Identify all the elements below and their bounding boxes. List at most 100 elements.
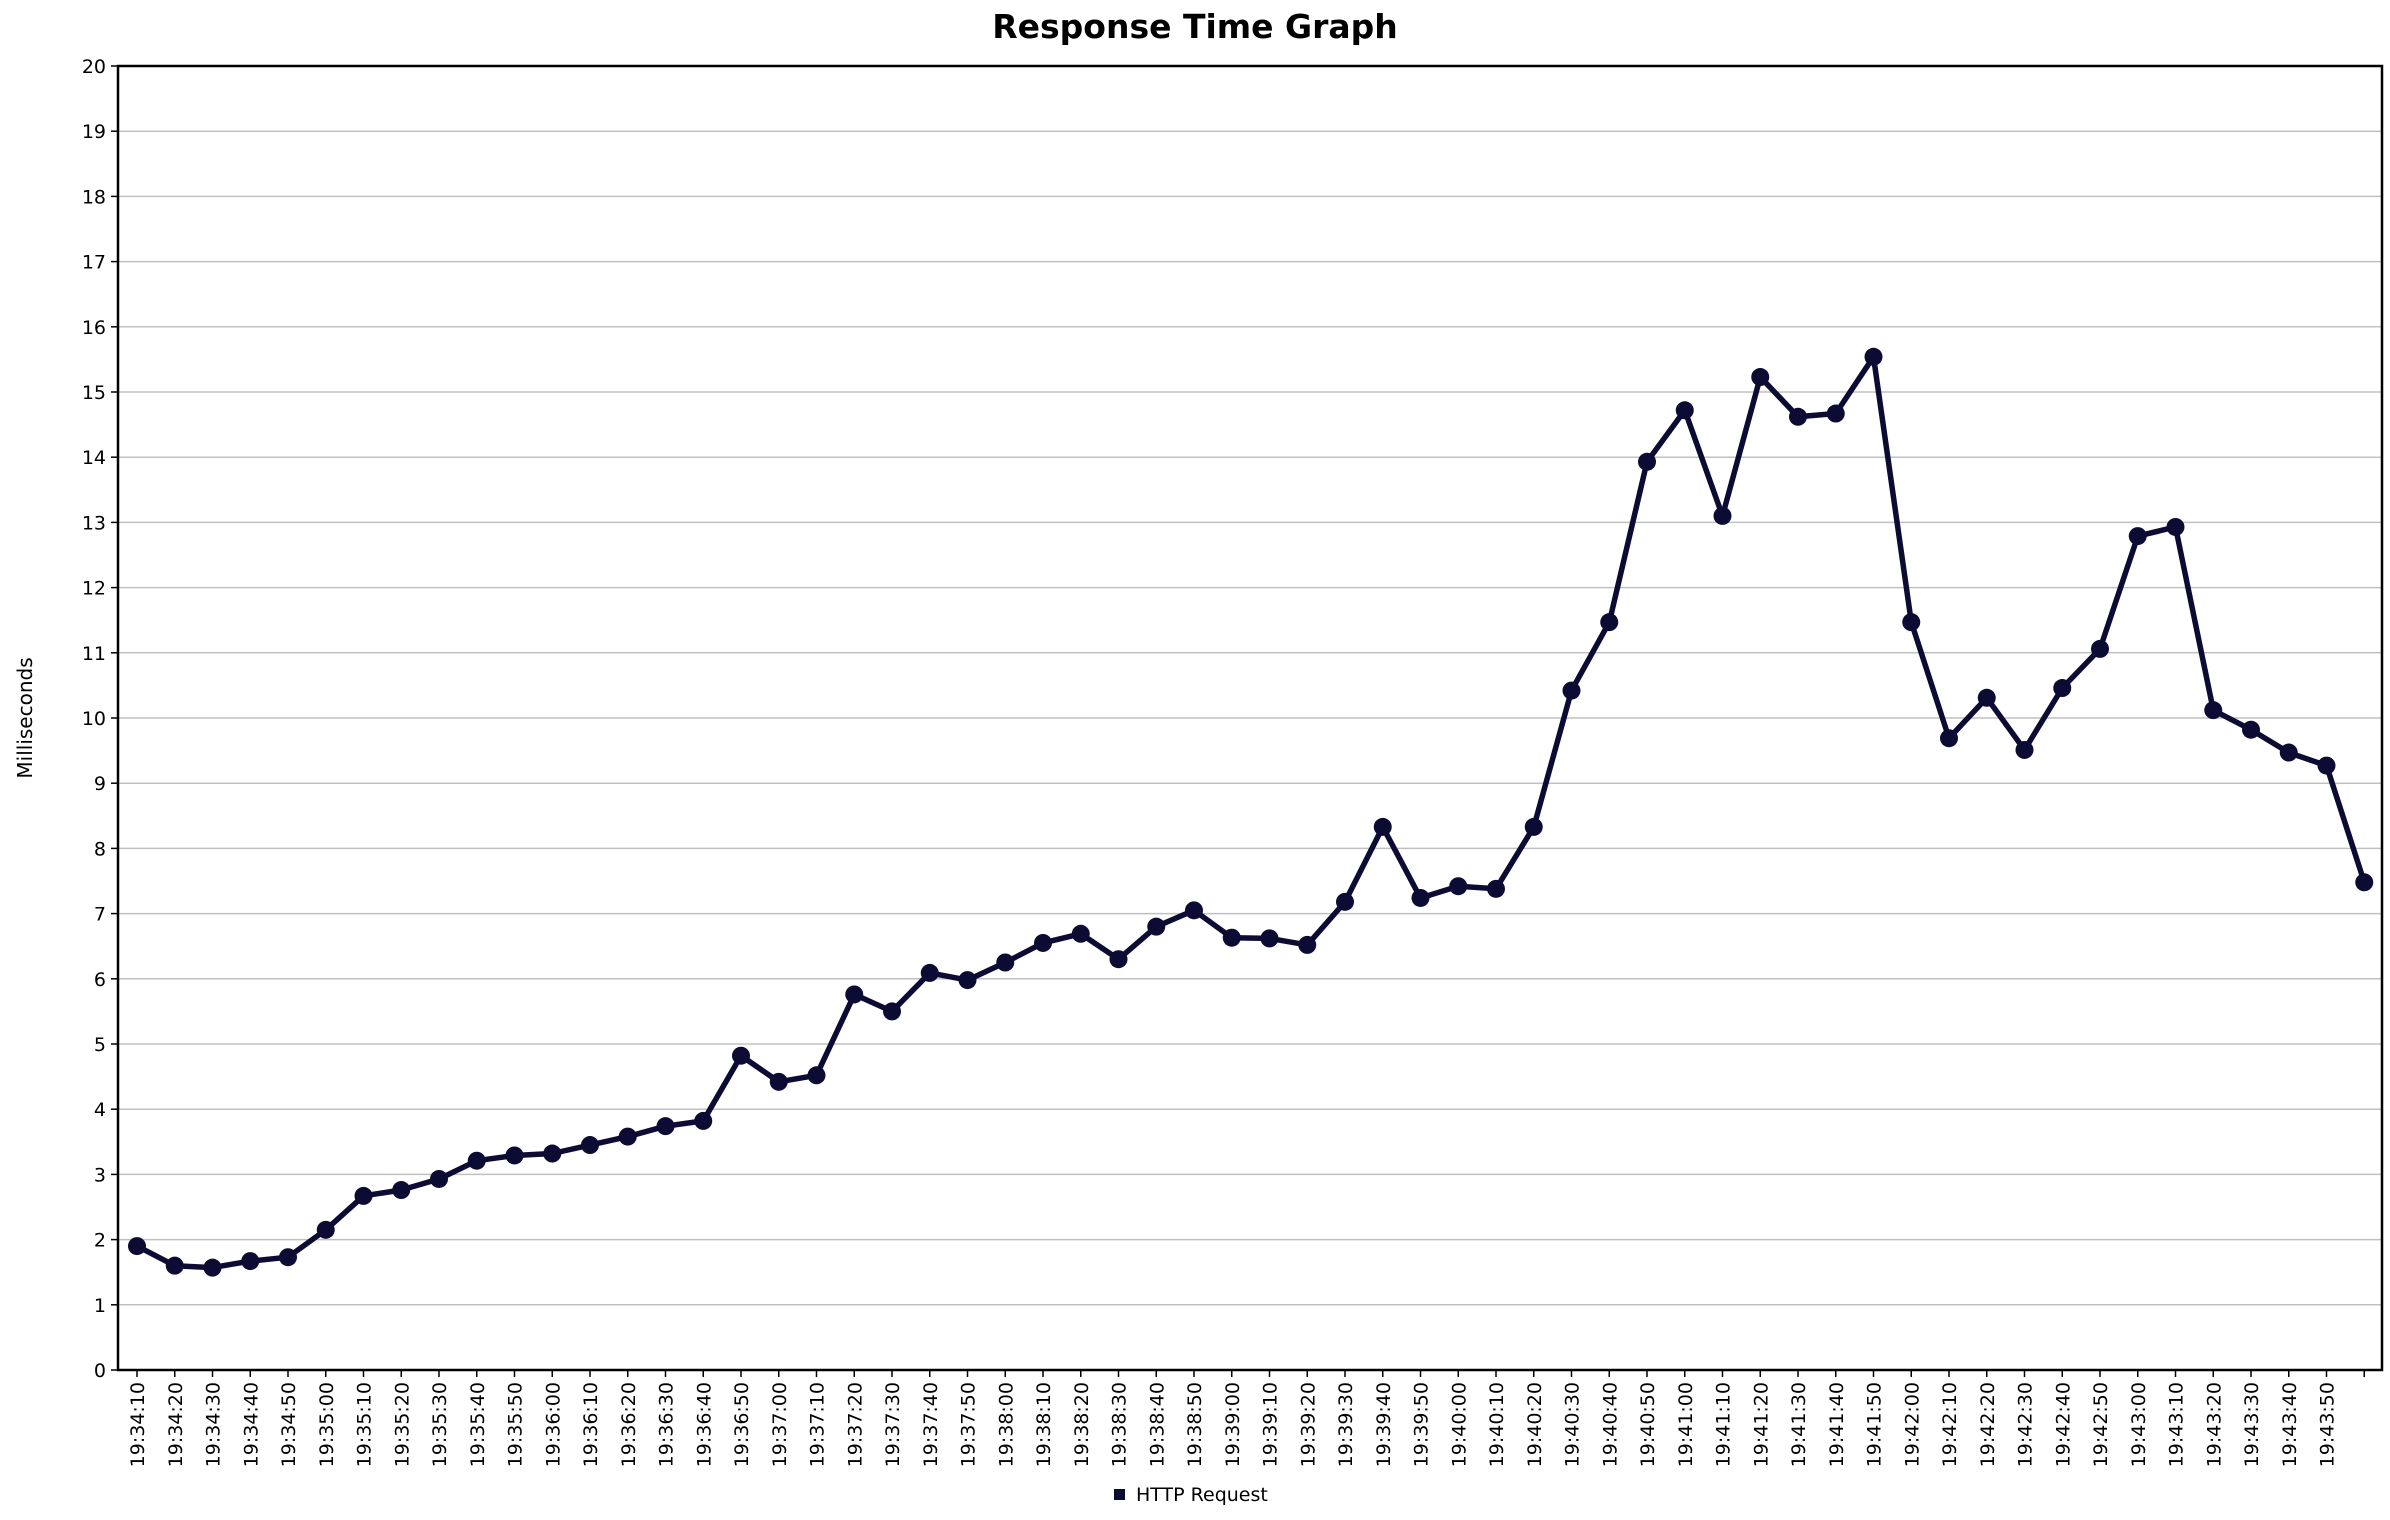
x-tick-label: 19:37:50 bbox=[958, 1382, 980, 1467]
data-point bbox=[505, 1146, 524, 1165]
y-tick-label: 7 bbox=[94, 904, 106, 926]
x-tick-label: 19:37:40 bbox=[920, 1382, 942, 1467]
x-tick-label: 19:41:00 bbox=[1675, 1382, 1697, 1467]
data-point bbox=[2128, 527, 2147, 546]
data-point bbox=[1600, 613, 1619, 632]
data-point bbox=[2166, 517, 2185, 536]
y-tick-label: 8 bbox=[94, 838, 106, 860]
y-tick-label: 16 bbox=[82, 317, 106, 339]
data-point bbox=[1524, 817, 1543, 836]
x-tick-label: 19:36:50 bbox=[731, 1382, 753, 1467]
data-point bbox=[165, 1256, 184, 1275]
x-tick-label: 19:42:50 bbox=[2090, 1382, 2112, 1467]
data-point bbox=[1147, 917, 1166, 936]
data-point bbox=[1638, 452, 1656, 471]
data-point bbox=[732, 1046, 750, 1065]
data-point bbox=[883, 1002, 901, 1021]
x-tick-label: 19:42:10 bbox=[1939, 1382, 1961, 1467]
data-point bbox=[2091, 639, 2109, 658]
x-tick-label: 19:36:40 bbox=[693, 1382, 715, 1467]
y-tick-label: 19 bbox=[82, 121, 106, 143]
data-point bbox=[2317, 756, 2336, 775]
y-tick-label: 18 bbox=[82, 186, 106, 208]
x-tick-label: 19:41:20 bbox=[1750, 1382, 1772, 1467]
x-tick-label: 19:43:20 bbox=[2203, 1382, 2225, 1467]
data-point bbox=[1449, 877, 1468, 896]
x-tick-label: 19:41:40 bbox=[1826, 1382, 1848, 1467]
x-tick-label: 19:35:40 bbox=[467, 1382, 489, 1467]
data-point bbox=[845, 985, 864, 1004]
x-tick-label: 19:36:10 bbox=[580, 1382, 602, 1467]
x-tick-label: 19:38:00 bbox=[995, 1382, 1017, 1467]
y-tick-label: 5 bbox=[94, 1034, 106, 1056]
data-point bbox=[1260, 929, 1279, 948]
x-tick-label: 19:40:20 bbox=[1524, 1382, 1546, 1467]
y-tick-label: 15 bbox=[82, 382, 106, 404]
x-tick-label: 19:39:50 bbox=[1411, 1382, 1433, 1467]
data-point bbox=[807, 1066, 826, 1085]
y-tick-label: 6 bbox=[94, 969, 106, 991]
x-tick-label: 19:39:20 bbox=[1297, 1382, 1319, 1467]
data-point bbox=[430, 1169, 448, 1188]
grid-layer bbox=[118, 130, 2382, 1306]
x-tick-label: 19:36:30 bbox=[656, 1382, 678, 1467]
x-tick-label: 19:39:30 bbox=[1335, 1382, 1357, 1467]
y-tick-label: 1 bbox=[94, 1295, 106, 1317]
y-tick-label: 12 bbox=[82, 578, 106, 600]
chart-title: Response Time Graph bbox=[992, 7, 1398, 46]
x-tick-label: 19:41:10 bbox=[1713, 1382, 1735, 1467]
x-tick-label: 19:39:10 bbox=[1260, 1382, 1282, 1467]
data-point bbox=[1789, 407, 1807, 426]
x-tick-label: 19:38:40 bbox=[1146, 1382, 1168, 1467]
y-tick-label: 2 bbox=[94, 1230, 106, 1252]
x-tick-label: 19:35:00 bbox=[316, 1382, 338, 1467]
y-tick-label: 0 bbox=[94, 1360, 106, 1382]
y-tick-label: 10 bbox=[82, 708, 106, 730]
x-tick-label: 19:35:10 bbox=[354, 1382, 376, 1467]
data-point bbox=[1298, 935, 1317, 954]
x-tick-label: 19:40:50 bbox=[1637, 1382, 1659, 1467]
x-tick-label: 19:34:10 bbox=[127, 1382, 149, 1467]
data-point bbox=[2204, 701, 2223, 720]
plot-area-border bbox=[116, 64, 2384, 1372]
x-tick-label: 19:37:20 bbox=[844, 1382, 866, 1467]
x-tick-label: 19:35:50 bbox=[505, 1382, 527, 1467]
x-tick-label: 19:37:30 bbox=[882, 1382, 904, 1467]
y-tick-label: 3 bbox=[94, 1164, 106, 1186]
data-point bbox=[128, 1237, 146, 1256]
legend-label: HTTP Request bbox=[1136, 1484, 1268, 1506]
x-tick-label: 19:34:40 bbox=[240, 1382, 262, 1467]
x-tick-label: 19:38:30 bbox=[1109, 1382, 1131, 1467]
data-point bbox=[694, 1111, 713, 1130]
y-tick-label: 9 bbox=[94, 773, 106, 795]
y-tick-label: 20 bbox=[82, 56, 106, 78]
y-tick-label: 11 bbox=[82, 643, 106, 665]
legend-swatch bbox=[1114, 1489, 1125, 1500]
data-point bbox=[958, 971, 977, 990]
x-tick-label: 19:42:20 bbox=[1977, 1382, 1999, 1467]
data-point bbox=[1373, 817, 1392, 836]
data-point bbox=[2279, 743, 2298, 762]
legend: HTTP Request bbox=[1114, 1484, 1268, 1506]
x-tick-label: 19:40:30 bbox=[1562, 1382, 1584, 1467]
data-point bbox=[1864, 347, 1883, 366]
x-tick-label: 19:43:00 bbox=[2128, 1382, 2150, 1467]
data-point bbox=[1562, 681, 1581, 700]
x-tick-label: 19:34:20 bbox=[165, 1382, 187, 1467]
y-tick-label: 13 bbox=[82, 512, 106, 534]
data-point bbox=[203, 1258, 222, 1277]
x-tick-label: 19:35:20 bbox=[391, 1382, 413, 1467]
data-point bbox=[2015, 740, 2034, 759]
data-point bbox=[1034, 933, 1052, 952]
x-tick-label: 19:43:10 bbox=[2166, 1382, 2188, 1467]
x-tick-label: 19:42:40 bbox=[2052, 1382, 2074, 1467]
data-point bbox=[656, 1117, 675, 1136]
x-tick-label: 19:35:30 bbox=[429, 1382, 451, 1467]
series-layer bbox=[128, 347, 2374, 1277]
data-point bbox=[996, 953, 1015, 972]
x-tick-label: 19:40:00 bbox=[1448, 1382, 1470, 1467]
data-point bbox=[1487, 879, 1505, 898]
x-tick-label: 19:41:30 bbox=[1788, 1382, 1810, 1467]
